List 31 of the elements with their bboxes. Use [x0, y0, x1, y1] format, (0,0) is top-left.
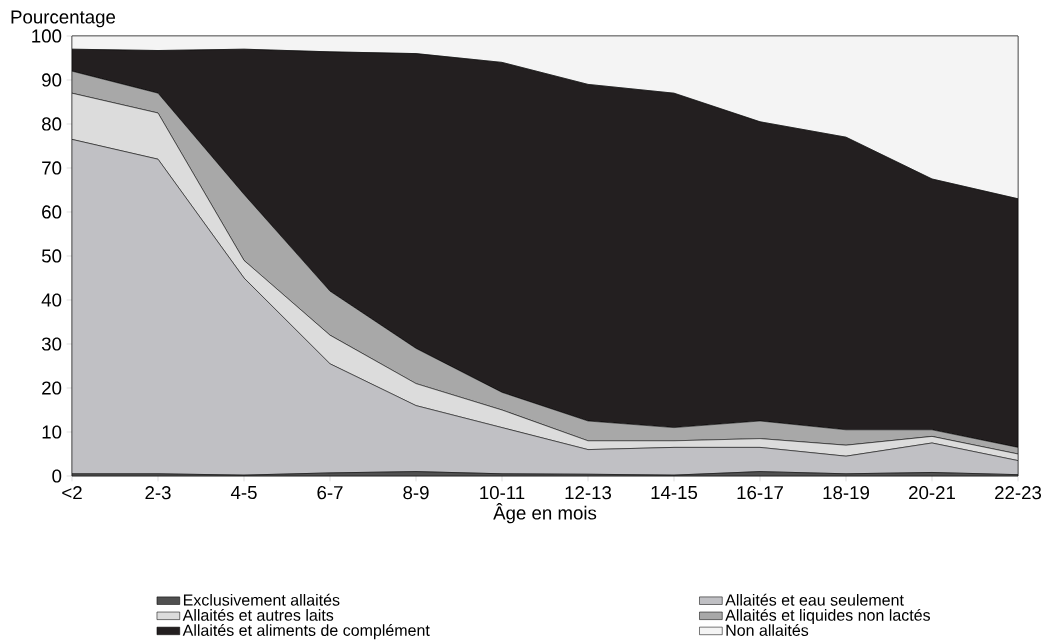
legend-label: Allaités et autres laits [182, 608, 334, 621]
legend-label: Non allaités [726, 624, 809, 636]
x-tick-label: 20-21 [909, 486, 955, 500]
x-tick-label: 12-13 [565, 486, 612, 500]
y-axis-title: Pourcentage [11, 10, 116, 28]
x-tick-label: 16-17 [737, 486, 783, 500]
x-tick-label: 6-7 [317, 486, 343, 500]
x-tick-label: 14-15 [651, 486, 698, 500]
x-tick-label: 4-5 [230, 486, 257, 500]
x-tick-label: 2-3 [145, 486, 171, 500]
x-tick-label: 8-9 [403, 486, 429, 500]
y-tick-label: 30 [41, 337, 62, 351]
y-tick-label: 40 [41, 293, 62, 307]
y-tick-label: 20 [42, 381, 62, 395]
legend-label: Exclusivement allaités [183, 593, 340, 606]
y-tick-label: 50 [41, 249, 62, 263]
y-tick-label: 100 [32, 29, 62, 43]
y-tick-label: 0 [52, 469, 62, 483]
x-tick-label: 22-23 [995, 486, 1042, 500]
x-axis-title: Âge en mois [493, 503, 597, 524]
legend-label: Allaités et liquides non lactés [725, 608, 931, 625]
y-tick-label: 10 [42, 425, 62, 439]
y-tick-label: 80 [42, 117, 62, 131]
legend-label: Allaités et aliments de complément [182, 624, 430, 640]
y-tick-label: 60 [42, 205, 62, 219]
x-tick-label: <2 [62, 486, 82, 500]
y-tick-label: 70 [42, 161, 62, 175]
x-tick-label: 18-19 [823, 486, 869, 500]
y-tick-label: 90 [42, 73, 62, 87]
legend-label: Allaités et eau seulement [725, 593, 904, 606]
x-tick-label: 10-11 [480, 486, 525, 500]
